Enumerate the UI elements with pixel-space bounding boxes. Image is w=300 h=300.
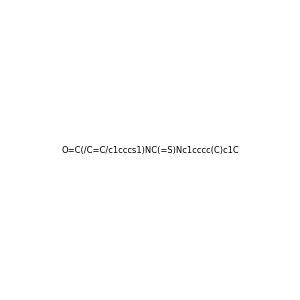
Text: O=C(/C=C/c1cccs1)NC(=S)Nc1cccc(C)c1C: O=C(/C=C/c1cccs1)NC(=S)Nc1cccc(C)c1C (61, 146, 239, 154)
